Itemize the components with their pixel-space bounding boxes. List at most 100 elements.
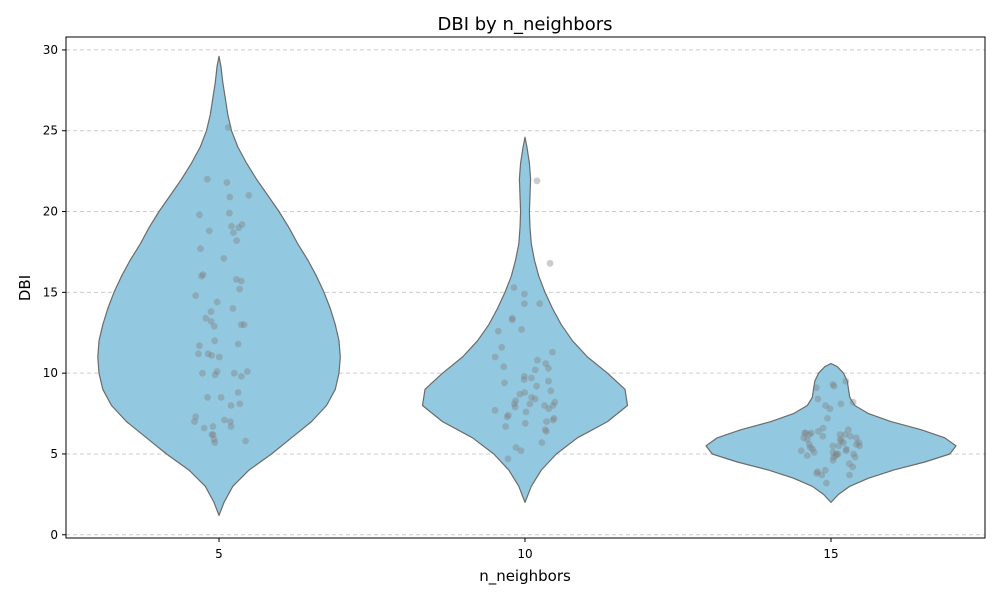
data-point (208, 431, 216, 438)
data-point (531, 395, 539, 403)
data-point (195, 350, 202, 358)
data-point (851, 453, 859, 461)
data-point (234, 340, 242, 348)
x-tick-label: 5 (215, 547, 223, 561)
data-point (797, 447, 805, 455)
data-point (545, 405, 553, 413)
data-point (223, 179, 231, 186)
data-point (813, 470, 821, 477)
data-point (830, 382, 838, 390)
data-point (211, 337, 219, 345)
data-points (191, 124, 863, 487)
data-point (512, 397, 520, 404)
data-point (520, 376, 528, 383)
data-point (192, 292, 200, 299)
data-point (812, 384, 820, 392)
data-point (233, 237, 241, 245)
data-point (546, 259, 554, 267)
data-point (819, 424, 827, 432)
data-point (850, 450, 857, 458)
data-point (521, 389, 529, 396)
data-point (846, 471, 853, 479)
x-tick-label: 10 (517, 547, 532, 561)
data-point (210, 322, 218, 330)
violin-15 (705, 362, 957, 503)
data-point (221, 416, 228, 424)
data-point (207, 308, 215, 316)
data-point (209, 423, 217, 430)
y-axis-label: DBI (16, 275, 34, 301)
data-point (204, 394, 211, 401)
data-point (208, 352, 216, 359)
y-axis-ticks: 0 5 10 15 20 25 30 (43, 43, 66, 542)
data-point (531, 366, 539, 374)
data-point (830, 453, 837, 461)
data-point (229, 305, 237, 312)
data-point (528, 374, 535, 382)
data-point (199, 369, 206, 377)
data-point (545, 364, 552, 372)
data-point (200, 424, 208, 432)
data-point (849, 398, 857, 406)
data-point (842, 445, 850, 453)
data-point (213, 298, 221, 306)
y-tick-label: 30 (43, 43, 58, 57)
data-point (549, 348, 556, 356)
data-point (801, 429, 808, 437)
data-point (829, 442, 837, 450)
data-point (510, 284, 518, 291)
data-point (227, 423, 235, 430)
data-point (836, 431, 844, 438)
data-point (226, 193, 234, 201)
data-point (528, 394, 535, 401)
data-point (834, 450, 842, 458)
data-point (226, 209, 233, 217)
data-point (227, 418, 234, 425)
data-point (541, 426, 549, 434)
data-point (491, 353, 499, 361)
data-point (235, 224, 243, 232)
y-tick-label: 15 (43, 285, 58, 299)
data-point (501, 379, 508, 387)
data-point (837, 437, 845, 445)
data-point (196, 211, 203, 219)
data-point (551, 398, 559, 406)
data-point (511, 400, 518, 408)
data-point (516, 390, 524, 398)
data-point (215, 353, 223, 361)
data-point (198, 272, 205, 280)
violin-10 (421, 136, 629, 503)
data-point (508, 316, 516, 324)
data-point (545, 377, 552, 385)
data-point (550, 415, 558, 422)
data-point (224, 124, 232, 131)
violins (97, 55, 957, 516)
data-point (522, 408, 530, 416)
data-point (498, 343, 506, 351)
data-point (852, 434, 860, 442)
data-point (517, 447, 525, 455)
data-point (814, 395, 822, 403)
data-point (829, 381, 837, 388)
data-point (855, 439, 863, 446)
x-axis-ticks: 5 10 15 (215, 538, 839, 561)
data-point (800, 434, 807, 442)
data-point (500, 363, 508, 371)
data-point (242, 437, 250, 445)
data-point (823, 479, 830, 487)
data-point (534, 356, 541, 364)
data-point (518, 326, 525, 333)
data-point (543, 427, 550, 435)
data-point (238, 221, 246, 228)
data-point (207, 318, 215, 325)
data-point (536, 300, 544, 308)
data-point (547, 387, 555, 395)
data-point (521, 300, 528, 308)
data-point (211, 439, 219, 446)
data-point (802, 429, 809, 437)
data-point (549, 402, 557, 409)
data-point (494, 327, 502, 335)
data-point (832, 452, 840, 459)
data-point (542, 360, 550, 367)
